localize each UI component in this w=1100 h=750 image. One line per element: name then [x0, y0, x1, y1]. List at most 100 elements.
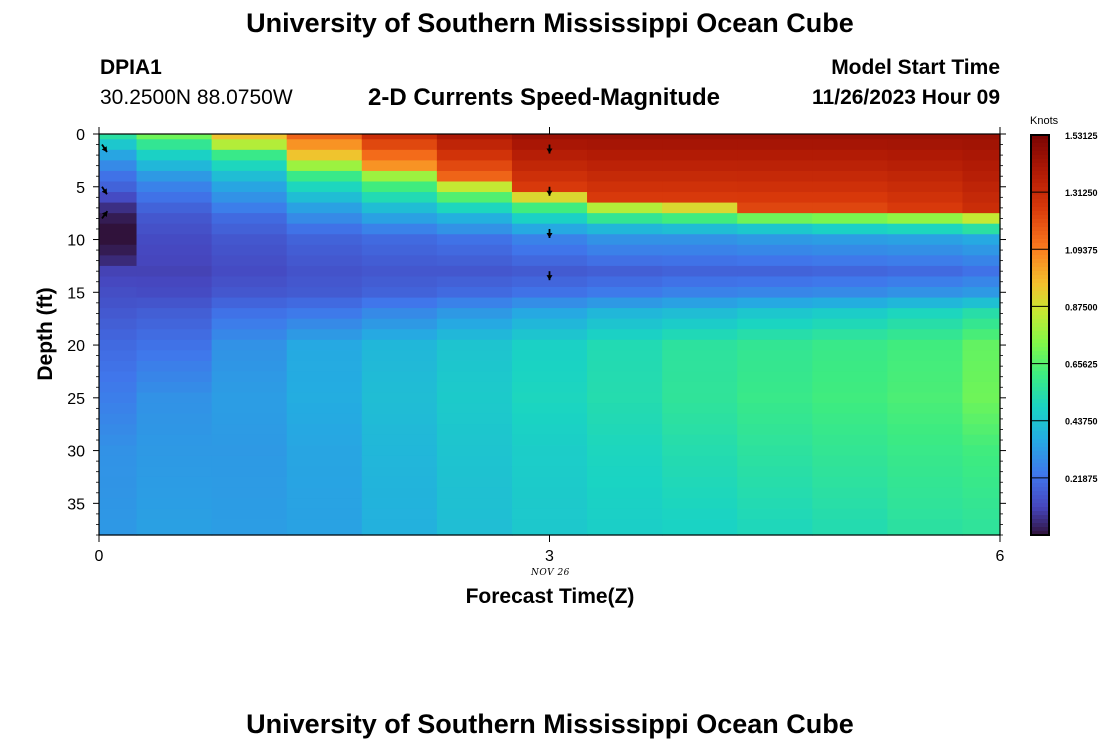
y-tick-label: 15 [67, 285, 85, 302]
heatmap-cell [211, 318, 288, 330]
heatmap-cell [662, 134, 738, 140]
heatmap-cell [812, 487, 888, 499]
heatmap-cell [136, 455, 213, 468]
heatmap-cell [812, 403, 888, 415]
heatmap-cell [136, 466, 213, 478]
heatmap-cell [887, 487, 964, 499]
heatmap-cell [662, 508, 738, 520]
heatmap-cell [99, 371, 138, 383]
colorbar-segment [1031, 431, 1049, 436]
heatmap-cell [887, 445, 964, 457]
heatmap-cell [211, 308, 288, 320]
heatmap-cell [887, 244, 964, 256]
heatmap-cell [662, 223, 738, 235]
colorbar-segment [1031, 207, 1049, 212]
heatmap-cell [887, 329, 964, 341]
heatmap-cell [436, 413, 513, 425]
x-date-label: NOV 26 [531, 568, 570, 578]
colorbar-segment [1031, 411, 1049, 416]
heatmap-cell [737, 192, 813, 204]
heatmap-cell [662, 350, 738, 362]
heatmap-cell [962, 487, 1001, 499]
heatmap-cell [361, 255, 438, 267]
model-start-label: Model Start Time [831, 56, 1000, 79]
heatmap-cell [511, 381, 588, 394]
heatmap-cell [361, 508, 438, 520]
heatmap-cell [436, 192, 513, 204]
heatmap-cell [211, 392, 288, 404]
heatmap-cell [962, 192, 1001, 204]
heatmap-cell [737, 255, 813, 267]
colorbar-segment [1031, 323, 1049, 328]
heatmap-cell [136, 192, 213, 204]
heatmap-cell [887, 371, 964, 383]
heatmap-cell [361, 181, 438, 193]
heatmap-cell [662, 234, 738, 246]
colorbar-segment [1031, 243, 1049, 248]
heatmap-cell [99, 476, 138, 489]
heatmap-cell [812, 134, 888, 140]
heatmap-cell [587, 160, 663, 172]
heatmap-cell [136, 360, 213, 373]
colorbar-segment [1031, 259, 1049, 264]
heatmap-cell [286, 318, 363, 330]
heatmap-cell [136, 139, 213, 151]
colorbar-segment [1031, 511, 1049, 516]
heatmap-cell [662, 519, 738, 536]
heatmap-cell [737, 181, 813, 193]
heatmap-cell [361, 223, 438, 235]
colorbar-segment [1031, 331, 1049, 336]
heatmap-cell [812, 434, 888, 446]
heatmap-cell [511, 170, 588, 183]
colorbar-tick-label: 0.65625 [1065, 360, 1098, 370]
heatmap-cell [887, 149, 964, 161]
heatmap-cell [286, 445, 363, 457]
colorbar-segment [1031, 479, 1049, 484]
heatmap-cell [286, 213, 363, 225]
heatmap-cell [211, 371, 288, 383]
heatmap-cell [99, 297, 138, 309]
heatmap-cell [211, 381, 288, 394]
heatmap-cell [286, 476, 363, 489]
heatmap-cell [136, 329, 213, 341]
heatmap-cell [737, 223, 813, 235]
heatmap-cell [662, 360, 738, 373]
colorbar-segment [1031, 163, 1049, 168]
colorbar-segment [1031, 383, 1049, 388]
colorbar-segment [1031, 415, 1049, 420]
heatmap-cell [361, 498, 438, 510]
colorbar-segment [1031, 499, 1049, 504]
heatmap-cell [587, 424, 663, 436]
heatmap-cell [812, 160, 888, 172]
heatmap-cell [211, 424, 288, 436]
heatmap-cell [962, 360, 1001, 373]
heatmap-cell [887, 170, 964, 183]
heatmap-cell [587, 434, 663, 446]
colorbar-segment [1031, 179, 1049, 184]
heatmap-cell [211, 160, 288, 172]
heatmap-cell [99, 287, 138, 299]
current-vector-head [101, 146, 107, 153]
heatmap-cell [436, 134, 513, 140]
heatmap-cell [136, 508, 213, 520]
heatmap-cell [587, 508, 663, 520]
current-vector [101, 210, 109, 219]
colorbar-segment [1031, 351, 1049, 356]
heatmap-cell [136, 234, 213, 246]
heatmap-cell [136, 181, 213, 193]
heatmap-cell [662, 213, 738, 225]
heatmap-cell [737, 519, 813, 536]
heatmap-cell [211, 287, 288, 299]
heatmap-cell [962, 255, 1001, 267]
heatmap-cell [587, 519, 663, 536]
colorbar-segment [1031, 327, 1049, 332]
heatmap-cell [812, 287, 888, 299]
heatmap-cell [812, 339, 888, 351]
heatmap-cell [436, 160, 513, 172]
colorbar-segment [1031, 379, 1049, 384]
heatmap-cell [286, 350, 363, 362]
heatmap-cell [99, 318, 138, 330]
heatmap-cell [286, 381, 363, 394]
heatmap-cell [211, 139, 288, 151]
x-tick-label: 6 [996, 548, 1005, 565]
